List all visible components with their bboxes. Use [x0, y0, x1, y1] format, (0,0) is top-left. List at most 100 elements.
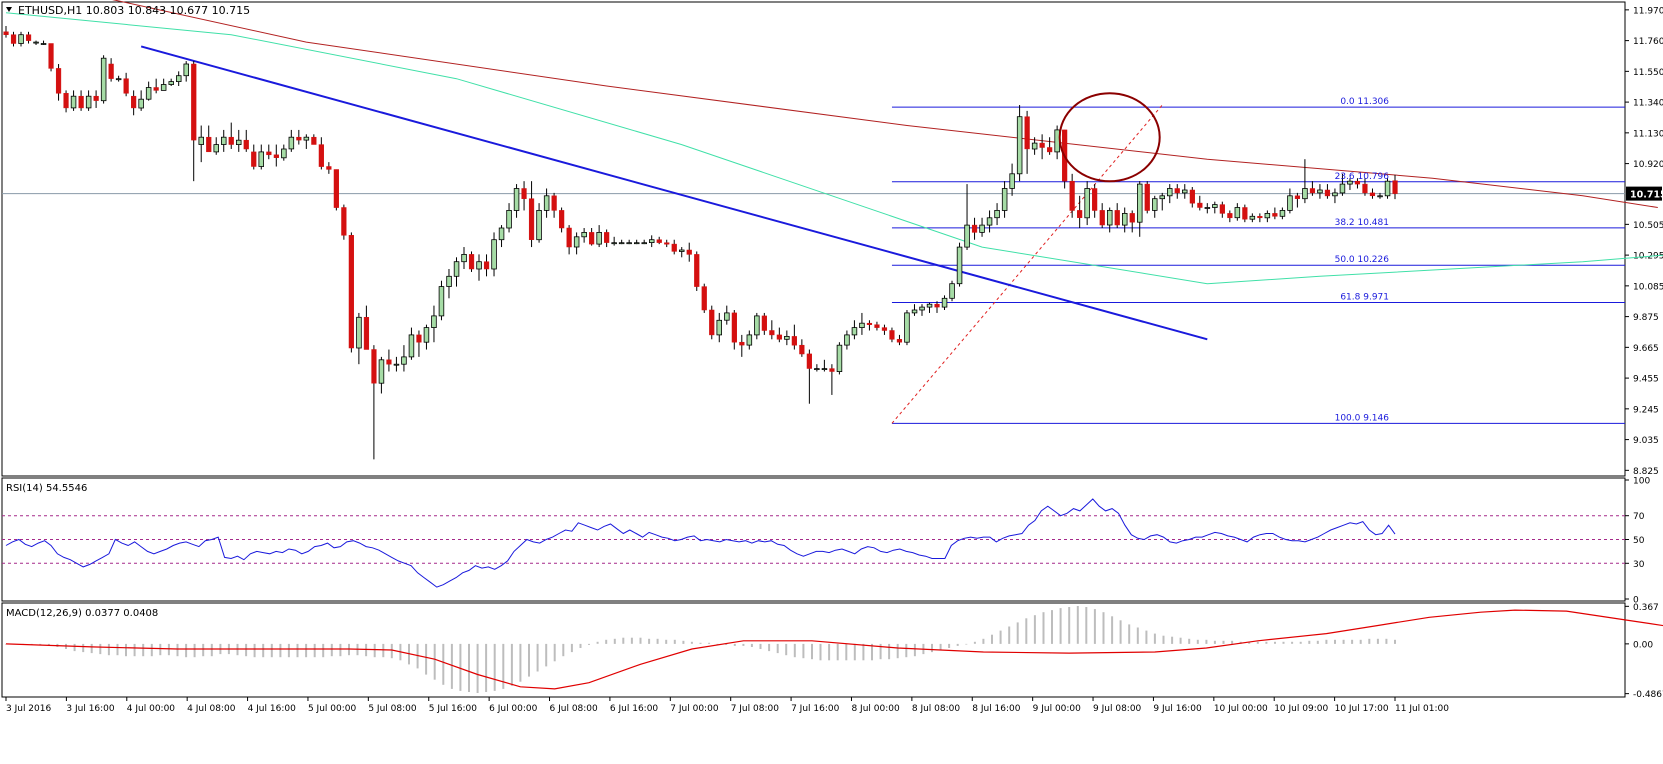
candle — [296, 129, 302, 145]
candle — [1369, 188, 1376, 199]
macd-histogram-bar — [305, 643, 308, 658]
candle — [536, 203, 542, 243]
rsi-levels — [2, 515, 1625, 564]
candle — [656, 236, 662, 245]
header-dropdown-arrow-icon[interactable] — [6, 7, 12, 12]
macd-histogram-bar — [785, 643, 788, 656]
candle — [1084, 181, 1090, 226]
candle — [131, 90, 137, 116]
candle — [1302, 159, 1308, 204]
candle-body — [401, 356, 407, 365]
macd-histogram-bar — [1222, 640, 1225, 644]
macd-histogram-bar — [768, 643, 771, 652]
rsi-axis-label: 70 — [1633, 512, 1645, 522]
candle-body — [1212, 204, 1218, 208]
macd-histogram-bar — [1093, 609, 1096, 644]
candle-body — [153, 87, 159, 91]
fib-level-label: 0.0 11.306 — [1340, 97, 1389, 107]
macd-histogram-bar — [382, 643, 385, 658]
candle-body — [686, 249, 692, 255]
time-axis-label: 6 Jul 16:00 — [610, 704, 659, 714]
candle — [1204, 203, 1211, 214]
candle-body — [311, 136, 317, 145]
time-axis-label: 6 Jul 00:00 — [489, 704, 538, 714]
candle — [1392, 174, 1398, 200]
macd-histogram-bar — [1068, 607, 1071, 644]
candle-body — [108, 63, 114, 79]
macd-histogram-bar — [82, 643, 85, 653]
macd-histogram-bar — [776, 643, 779, 654]
macd-histogram-bar — [1111, 616, 1114, 644]
candle — [1377, 192, 1383, 199]
candle-body — [513, 188, 520, 211]
candle — [618, 239, 625, 245]
candle — [821, 359, 828, 372]
macd-histogram-bar — [793, 643, 796, 658]
candle — [1294, 192, 1301, 208]
candle — [483, 254, 490, 277]
candle-body — [964, 224, 970, 248]
candle-body — [483, 261, 490, 270]
candle — [1279, 207, 1286, 220]
annotation-ellipse[interactable] — [1058, 92, 1161, 183]
candle-body — [243, 139, 249, 150]
macd-histogram-bar — [1342, 639, 1345, 644]
candle-body — [521, 188, 527, 199]
price-axis-label: 8.825 — [1633, 467, 1659, 477]
candle — [1197, 195, 1203, 211]
candle — [168, 78, 174, 86]
candle — [423, 324, 430, 350]
candle-body — [926, 303, 933, 308]
candle-body — [288, 136, 295, 150]
candle-body — [1009, 173, 1015, 189]
candle-body — [63, 93, 69, 109]
rsi-axis-label: 50 — [1633, 536, 1645, 546]
candle-body — [694, 254, 700, 287]
candle — [1009, 163, 1015, 196]
candle — [1107, 207, 1113, 233]
candle — [78, 90, 84, 111]
candle-body — [1354, 180, 1361, 185]
candle-body — [701, 286, 707, 311]
candle — [799, 339, 805, 357]
candle-body — [438, 286, 445, 317]
candle — [1159, 192, 1166, 211]
macd-axis-label: -0.4867 — [1633, 690, 1663, 700]
macd-histogram-bar — [845, 643, 848, 661]
trendline[interactable] — [140, 45, 1208, 341]
macd-histogram-bar — [1385, 638, 1388, 644]
candle — [769, 320, 775, 340]
candle — [1287, 188, 1293, 214]
candle-body — [378, 359, 385, 384]
candle — [874, 321, 880, 331]
candle — [829, 364, 835, 395]
candle-body — [1159, 195, 1166, 200]
candle — [559, 207, 565, 233]
candle-body — [949, 283, 955, 299]
candle — [1129, 210, 1135, 233]
macd-histogram-bar — [1153, 633, 1156, 644]
candle-body — [18, 34, 24, 44]
candle — [55, 64, 62, 101]
candle-body — [679, 249, 685, 252]
rsi-title: RSI(14) 54.5546 — [6, 483, 87, 494]
macd-histogram-bar — [948, 643, 951, 648]
candle — [1016, 105, 1023, 182]
macd-histogram-bar — [828, 643, 831, 661]
macd-histogram-bar — [939, 643, 942, 650]
macd-histogram-bar — [1359, 639, 1362, 644]
macd-histogram-bar — [1351, 639, 1354, 644]
price-axis-label: 11.340 — [1633, 99, 1663, 109]
candle-body — [48, 43, 54, 69]
macd-histogram-bar — [150, 643, 153, 657]
candle — [401, 345, 407, 372]
rsi-pane: 100 70 50 30 0 RSI(14) 54.5546 — [1, 477, 1650, 606]
fib-level-label: 23.6 10.796 — [1335, 172, 1390, 182]
candle — [326, 162, 332, 174]
candle-body — [589, 232, 595, 245]
price-axis-label: 9.455 — [1633, 375, 1659, 385]
candle-body — [191, 63, 197, 141]
candle — [1069, 173, 1075, 218]
macd-histogram-bar — [476, 643, 479, 693]
candle-body — [1054, 129, 1060, 153]
